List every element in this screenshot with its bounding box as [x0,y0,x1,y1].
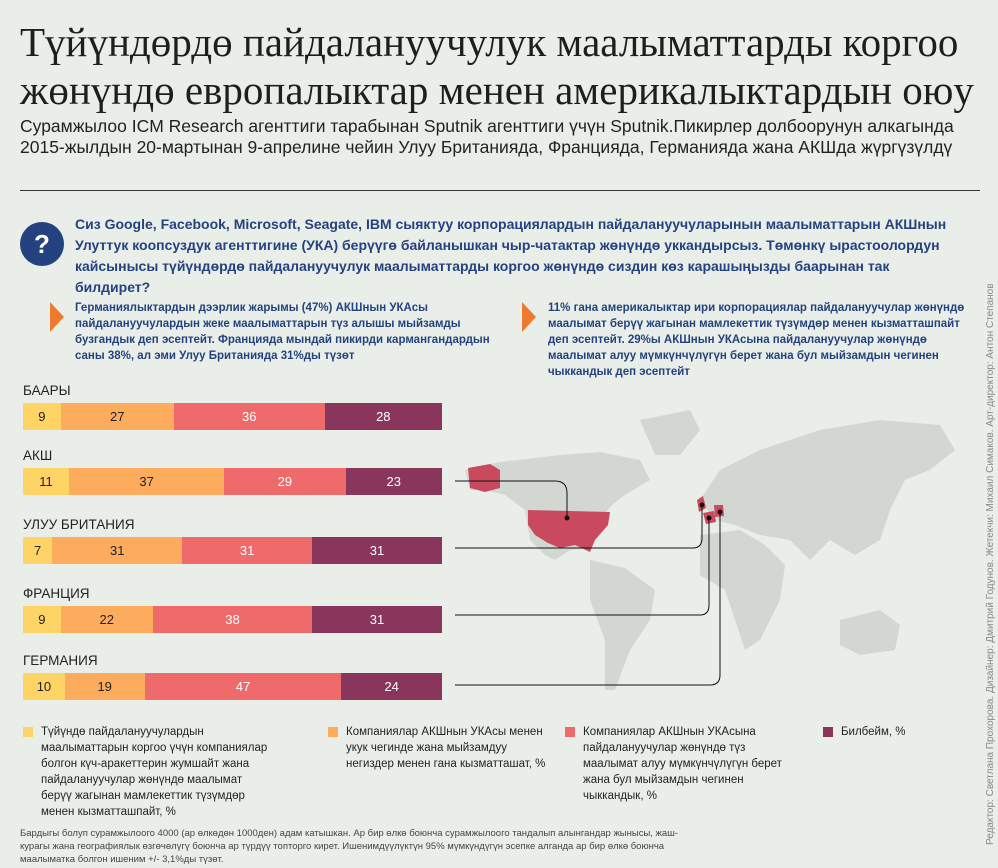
credits: Редактор: Светлана Прохорова. Дизайнер: … [985,283,996,845]
bar-segment: 31 [182,537,313,564]
subtitle: Сурамжылоо ICM Research агенттиги тарабы… [20,116,954,157]
arrow-icon [50,302,64,332]
connector-lines [455,480,721,686]
dot-usa [564,515,570,521]
legend-swatch-3 [565,727,575,737]
bar-segment: 29 [224,468,346,495]
stacked-bar: 7 31 31 31 [23,537,442,564]
arrow-icon [522,302,536,332]
bar-segment: 19 [64,673,145,700]
bar-segment: 23 [345,468,442,495]
bar-segment: 9 [23,403,61,430]
survey-question: Сиз Google, Facebook, Microsoft, Seagate… [75,216,947,295]
divider [20,190,980,191]
south-america [590,560,655,690]
europe-asia [700,420,955,560]
bar-segment: 47 [144,673,342,700]
note-usa: 11% гана америкалыктар ири корпорациялар… [548,302,965,378]
legend-item-4: Билбейм, % [841,726,906,738]
connector-germany [455,512,721,686]
north-america [465,452,650,560]
stacked-bar: 10 19 47 24 [23,673,442,700]
dot-france [706,515,712,521]
row-label: ГЕРМАНИЯ [23,653,98,668]
connector-usa [455,480,568,518]
bar-segment: 38 [152,606,313,633]
highlighted-countries [468,464,724,552]
footnote: Бардыгы болуп сурамжылоого 4000 (ар өлкө… [20,828,678,865]
dot-uk [699,502,705,508]
bar-segment: 31 [312,537,442,564]
connector-dots [564,502,723,521]
stacked-bar: 9 22 38 31 [23,606,442,633]
bar-segment: 9 [23,606,61,633]
africa [700,530,785,650]
bar-segment: 31 [52,537,183,564]
connector-france [455,518,710,616]
page-title: Түйүндөрдө пайдалануучулук маалыматтарды… [20,19,974,113]
usa-alaska-shape [468,464,500,492]
note-germany: Германиялыктардын дээрлик жарымы (47%) А… [75,302,490,362]
bar-segment: 27 [60,403,174,430]
stacked-bar: 9 27 36 28 [23,403,442,430]
bar-segment: 24 [341,673,442,700]
continents [465,410,955,690]
dot-germany [717,509,723,515]
bar-segment: 28 [324,403,442,430]
bar-segment: 22 [60,606,153,633]
stacked-bar: 11 37 29 23 [23,468,442,495]
greenland [640,410,700,455]
usa-shape [528,510,610,552]
row-label: УЛУУ БРИТАНИЯ [23,517,135,532]
row-label: ФРАНЦИЯ [23,586,90,601]
bar-segment: 7 [23,537,53,564]
legend-swatch-1 [23,727,33,737]
legend-item-1: Түйүндө пайдалануучулардын маалыматтарын… [41,726,268,818]
legend-item-2: Компаниялар АКШнын УКАсы менен укук чеги… [346,726,546,770]
bar-segment: 11 [23,468,70,495]
question-mark-icon: ? [20,222,64,266]
bar-segment: 31 [312,606,442,633]
row-label: БААРЫ [23,383,71,398]
bar-segment: 36 [173,403,325,430]
bar-segment: 37 [69,468,225,495]
australia [840,610,900,655]
legend-swatch-4 [823,727,833,737]
bar-segment: 10 [23,673,65,700]
connector-uk [455,505,703,549]
legend-swatch-2 [328,727,338,737]
row-label: АКШ [23,448,53,463]
legend-item-3: Компаниялар АКШнын УКАсына пайдалануучул… [583,726,782,802]
